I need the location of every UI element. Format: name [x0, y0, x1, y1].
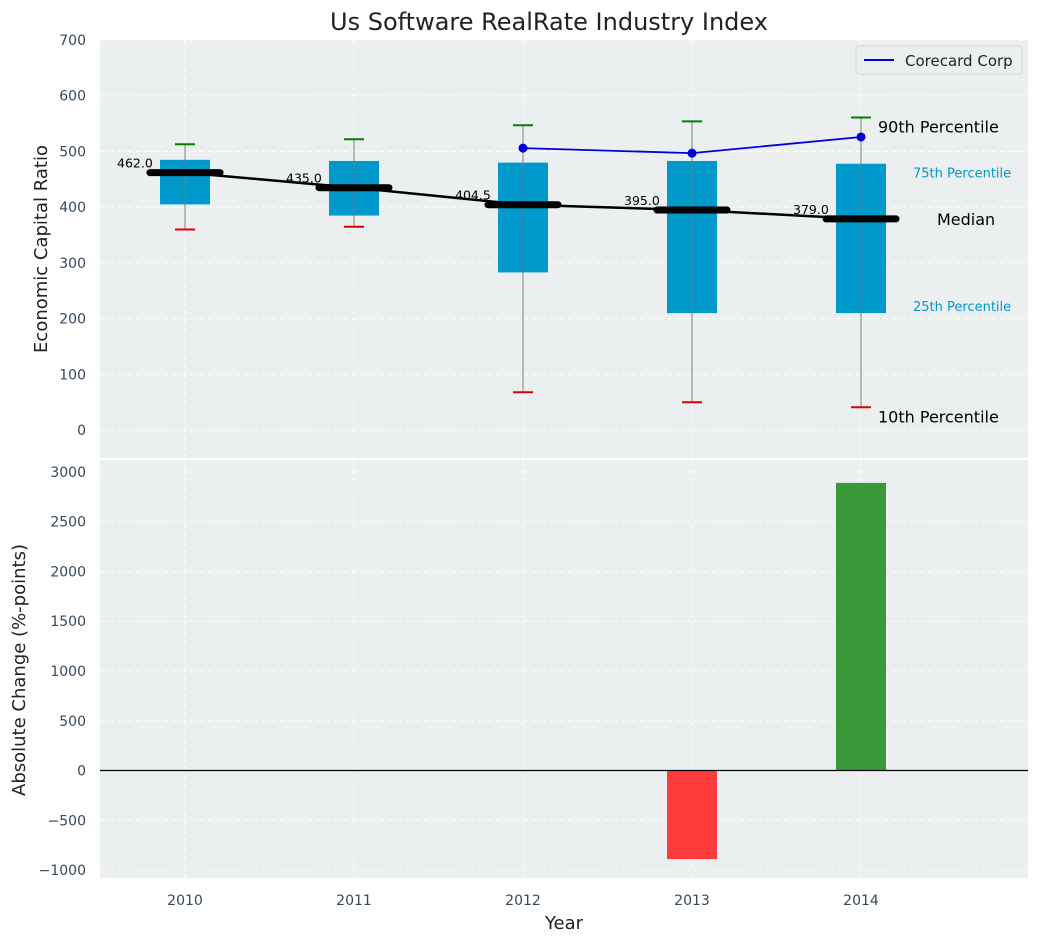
top-y-tick-label: 500: [59, 144, 86, 160]
top-y-ticks: 0 100 200 300 400 500 600 700: [59, 33, 86, 439]
bottom-plot-background: [100, 460, 1028, 878]
top-annotations: 90th Percentile 75th Percentile Median 25th…: [878, 117, 1011, 426]
bottom-bars: [100, 482, 1028, 860]
bottom-y-tick-label: −1000: [39, 863, 86, 879]
x-tick-label: 2014: [843, 893, 879, 909]
x-tick-label: 2013: [674, 893, 710, 909]
top-y-tick-label: 200: [59, 312, 86, 328]
annotation-median: Median: [937, 210, 995, 229]
bottom-y-ticks: −1000 −500 0 500 1000 1500 2000 2500 3000: [39, 465, 86, 879]
change-bar-2014: [836, 482, 886, 771]
top-y-tick-label: 600: [59, 89, 86, 105]
change-bar-2013: [667, 770, 717, 860]
top-y-tick-label: 300: [59, 256, 86, 272]
top-y-tick-label: 700: [59, 33, 86, 49]
chart-title: Us Software RealRate Industry Index: [330, 8, 768, 36]
x-tick-label: 2011: [336, 893, 372, 909]
median-label-2010: 462.0: [117, 156, 153, 171]
bottom-y-tick-label: 1000: [50, 664, 86, 680]
legend-frame: [855, 45, 1023, 75]
top-panel: 0 100 200 300 400 500 600 700 462.0 435.0 404.5 39…: [31, 33, 1028, 458]
x-ticks: 2010 2011 2012 2013 2014: [167, 893, 879, 909]
bottom-y-tick-label: −500: [48, 813, 86, 829]
top-plot-background: [100, 40, 1028, 458]
annotation-p90: 90th Percentile: [878, 117, 999, 136]
bottom-y-tick-label: 2000: [50, 564, 86, 580]
bottom-y-tick-label: 2500: [50, 515, 86, 531]
top-y-tick-label: 0: [77, 423, 86, 439]
top-boxes: 462.0 435.0 404.5 395.0 379.0: [117, 116, 900, 409]
bottom-y-tick-label: 500: [59, 714, 86, 730]
bottom-grid: [100, 460, 1028, 878]
top-y-axis-label: Economic Capital Ratio: [31, 145, 52, 353]
series-point-corecard-2012: [518, 143, 528, 153]
bottom-y-tick-label: 3000: [50, 465, 86, 481]
bottom-y-tick-label: 0: [77, 764, 86, 780]
x-tick-label: 2010: [167, 893, 203, 909]
x-axis-label: Year: [544, 913, 584, 934]
annotation-p10: 10th Percentile: [878, 407, 999, 426]
median-label-2013: 395.0: [624, 193, 660, 208]
annotation-p75: 75th Percentile: [913, 167, 1011, 182]
median-label-2014: 379.0: [793, 202, 829, 217]
legend: Corecard Corp: [855, 45, 1023, 75]
median-label-2012: 404.5: [455, 188, 491, 203]
series-point-corecard-2014: [856, 132, 866, 142]
annotation-p25: 25th Percentile: [913, 300, 1011, 315]
top-y-tick-label: 400: [59, 200, 86, 216]
series-point-corecard-2013: [687, 148, 697, 158]
top-y-tick-label: 100: [59, 367, 86, 383]
x-tick-label: 2012: [505, 893, 541, 909]
bottom-y-tick-label: 1500: [50, 614, 86, 630]
top-series: [518, 132, 866, 158]
bottom-y-axis-label: Absolute Change (%-points): [9, 544, 30, 796]
median-label-2011: 435.0: [286, 171, 322, 186]
legend-label-corecard: Corecard Corp: [905, 52, 1013, 70]
